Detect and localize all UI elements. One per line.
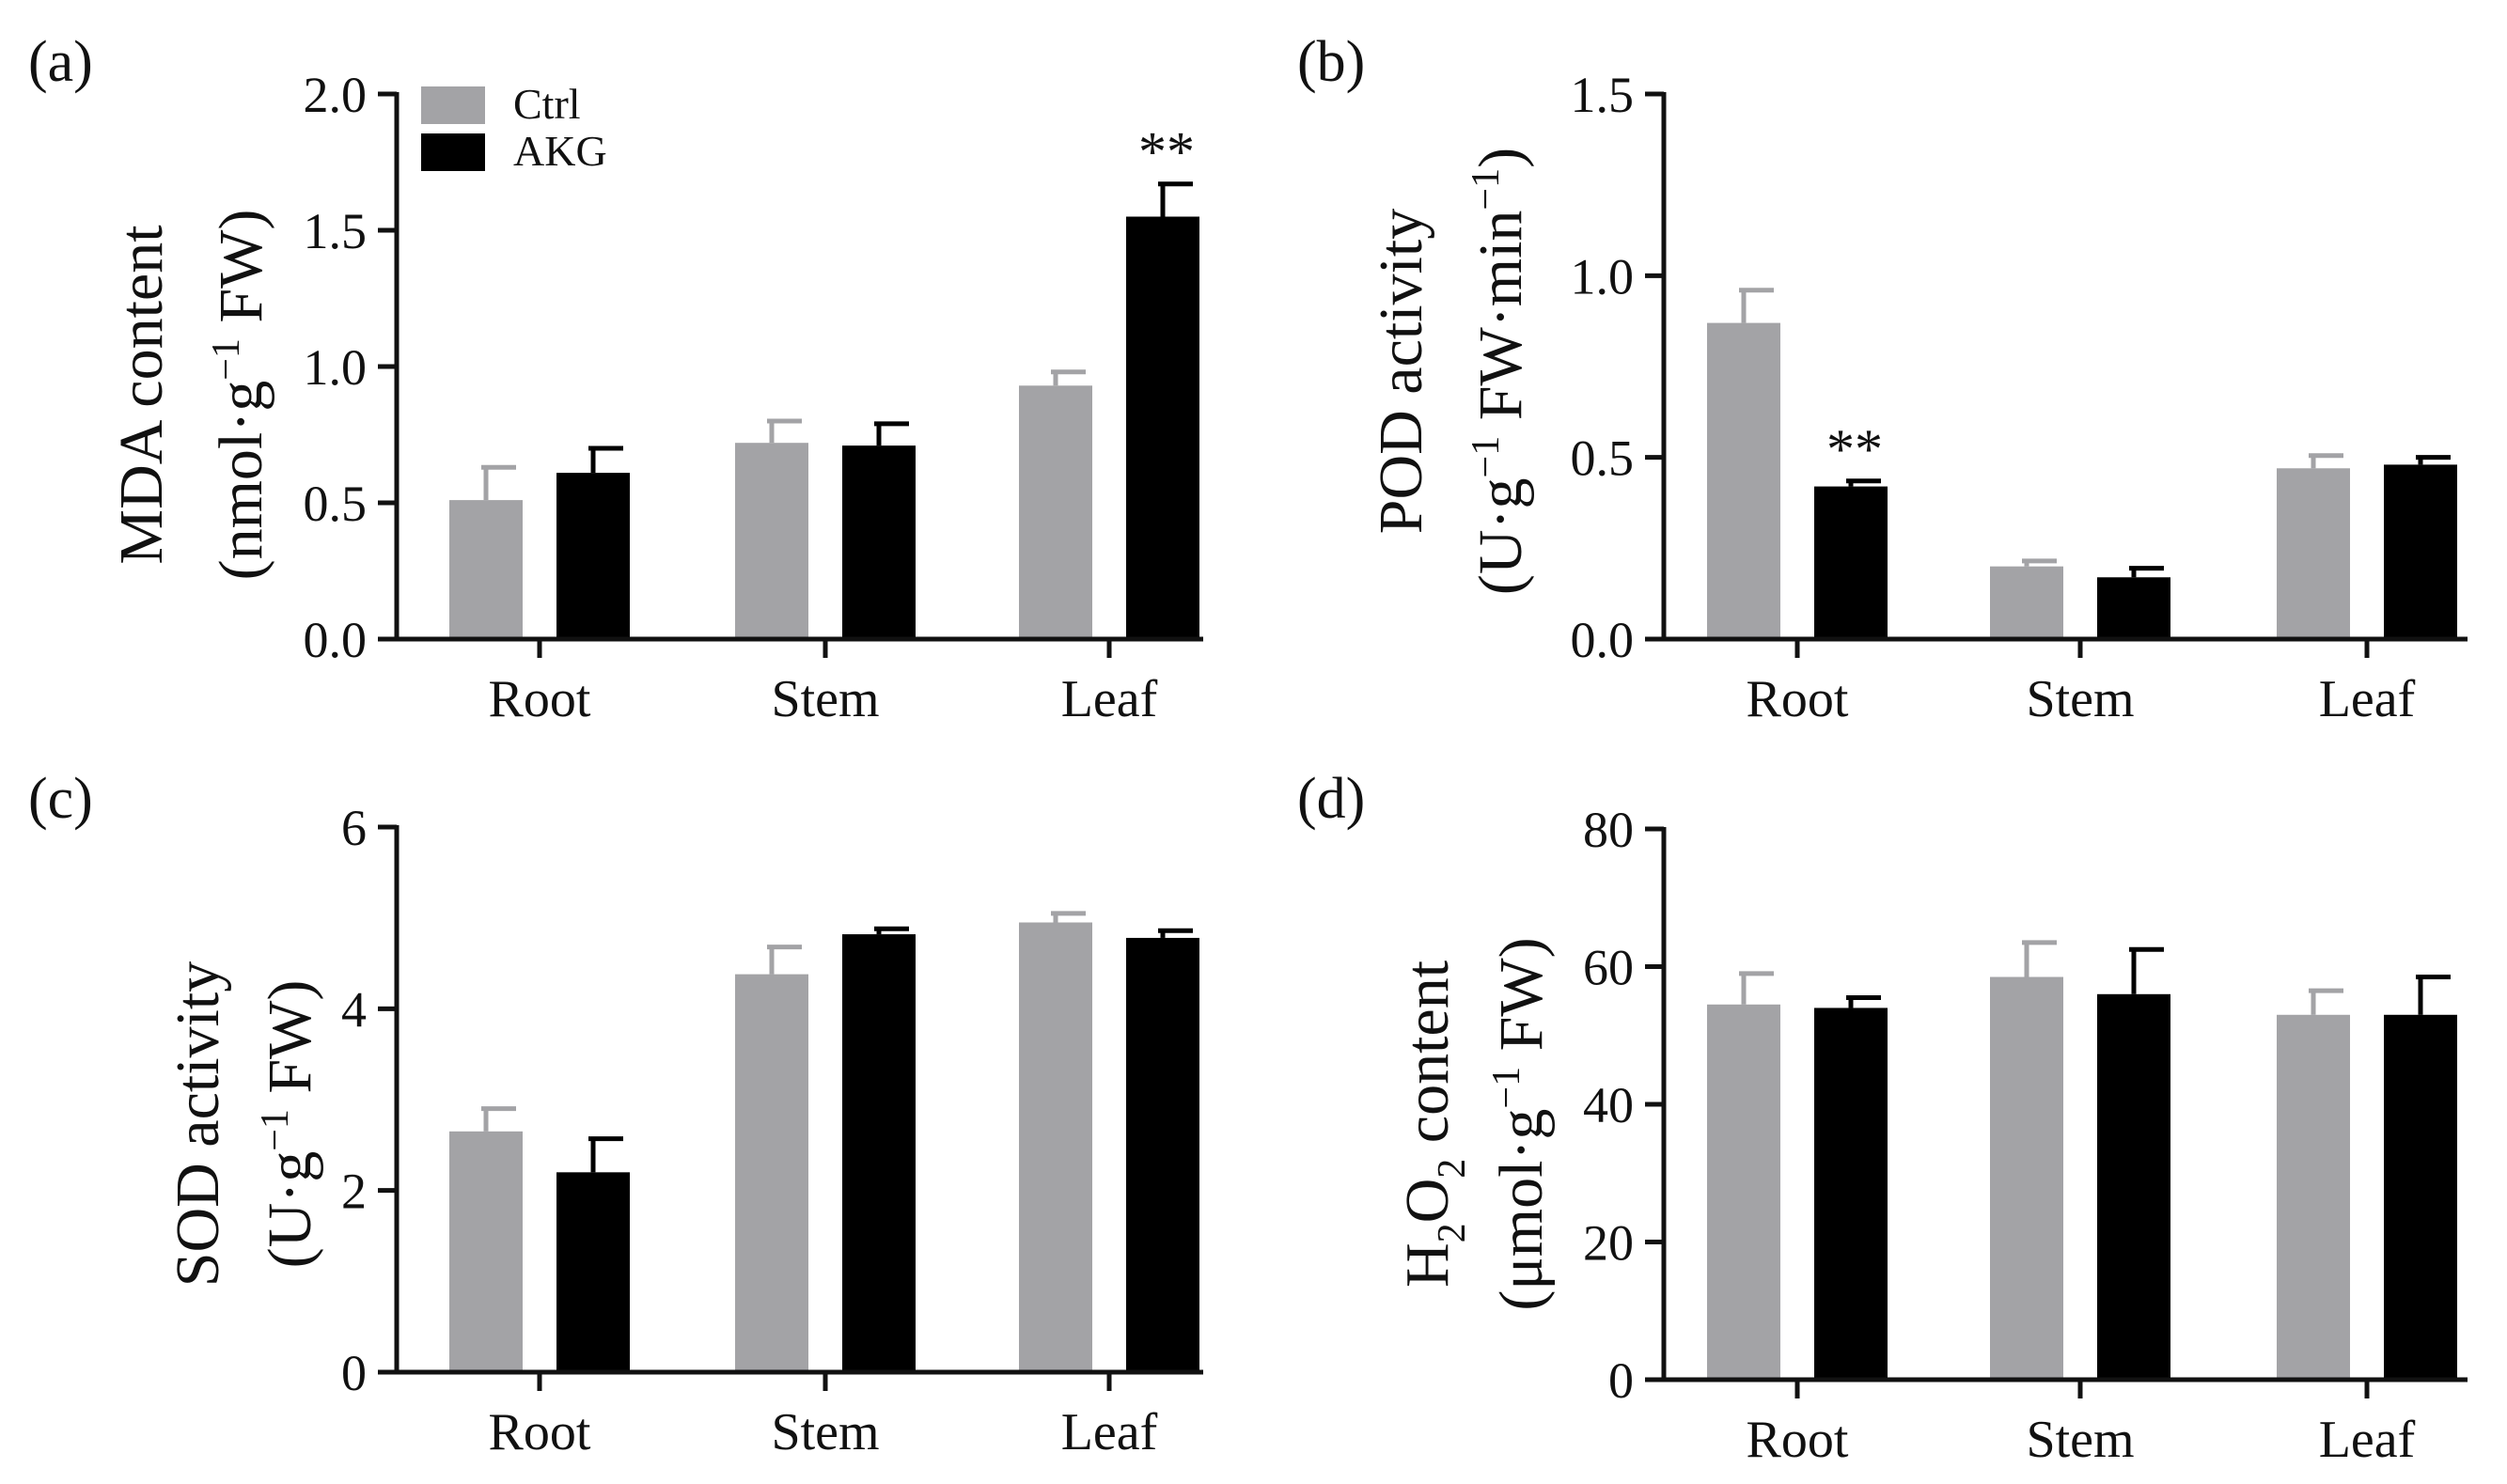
bars xyxy=(449,911,1199,1372)
y-tick-label: 60 xyxy=(1583,940,1634,996)
legend-label-ctrl: Ctrl xyxy=(513,80,581,128)
category-label: Root xyxy=(489,670,591,728)
bars xyxy=(1707,940,2457,1380)
category-labels: Root Stem Leaf xyxy=(1747,1380,2416,1469)
bar xyxy=(735,443,808,639)
y-tick-label: 0 xyxy=(1608,1352,1634,1409)
category-label: Root xyxy=(1747,670,1849,728)
significance-label: ** xyxy=(1826,418,1883,480)
bar xyxy=(1707,322,1780,639)
bar xyxy=(449,1131,523,1372)
significance-marks: ** xyxy=(1826,418,1883,480)
legend-swatch-akg xyxy=(421,133,485,171)
y-tick-label: 2.0 xyxy=(304,67,368,123)
panel-d: (d) H2O2 content (μmol·g−1 FW) 0 20 40 60 80… xyxy=(1297,767,2468,1469)
category-label: Root xyxy=(489,1403,591,1461)
bar xyxy=(2097,993,2170,1380)
bar xyxy=(2097,577,2170,639)
y-axis-title-line2: (μmol·g−1 FW) xyxy=(1485,937,1556,1310)
bar xyxy=(2277,468,2350,639)
y-axis-title-line1: SOD activity xyxy=(164,961,232,1287)
category-label: Leaf xyxy=(2319,670,2416,728)
panel-a: (a) MDA content (nmol·g−1 FW) 0.0 0.5 1.0 1… xyxy=(28,30,1203,728)
panel-c: (c) SOD activity (U·g−1 FW) 0 2 4 6 Root Ste… xyxy=(28,767,1203,1461)
bar xyxy=(556,473,630,639)
bar xyxy=(842,934,916,1372)
y-tick-label: 6 xyxy=(341,800,367,856)
bar xyxy=(1126,937,1199,1372)
y-axis-title-line2: (nmol·g−1 FW) xyxy=(205,210,275,581)
y-ticks: 0 20 40 60 80 xyxy=(1583,802,1664,1409)
panel-label: (d) xyxy=(1297,767,1365,831)
panel-label: (a) xyxy=(28,30,93,94)
category-label: Leaf xyxy=(2319,1411,2416,1469)
y-tick-label: 0 xyxy=(341,1345,367,1401)
bar xyxy=(2384,464,2457,639)
panel-label: (b) xyxy=(1297,30,1365,94)
category-label: Stem xyxy=(2026,670,2134,728)
significance-marks: ** xyxy=(1138,121,1195,183)
y-axis-title-line1: H2O2 content xyxy=(1393,961,1474,1288)
y-tick-label: 40 xyxy=(1583,1077,1634,1133)
category-label: Stem xyxy=(771,670,879,728)
y-axis-title-line1: MDA content xyxy=(107,225,176,564)
panel-label: (c) xyxy=(28,767,93,831)
bar xyxy=(735,974,808,1372)
y-tick-label: 0.5 xyxy=(304,476,368,532)
significance-label: ** xyxy=(1138,121,1195,183)
y-tick-label: 0.0 xyxy=(1571,612,1635,668)
y-axis-title-line2: (U·g−1 FW·min−1) xyxy=(1465,148,1535,595)
category-label: Leaf xyxy=(1061,1403,1158,1461)
category-label: Root xyxy=(1747,1411,1849,1469)
y-tick-label: 1.0 xyxy=(304,339,368,396)
axes xyxy=(394,825,1203,1375)
category-labels: Root Stem Leaf xyxy=(1747,639,2416,728)
y-tick-label: 1.5 xyxy=(304,203,368,259)
y-tick-label: 0.5 xyxy=(1571,430,1635,487)
legend-swatch-ctrl xyxy=(421,86,485,124)
bars xyxy=(1707,288,2457,639)
bar xyxy=(2384,1014,2457,1380)
y-tick-label: 4 xyxy=(341,981,367,1038)
y-tick-label: 0.0 xyxy=(304,612,368,668)
bar xyxy=(1990,566,2063,639)
category-labels: Root Stem Leaf xyxy=(489,639,1158,728)
y-axis-title-line1: POD activity xyxy=(1367,209,1435,534)
y-tick-label: 80 xyxy=(1583,802,1634,858)
bar xyxy=(2277,1014,2350,1380)
legend-label-akg: AKG xyxy=(513,127,607,175)
bar xyxy=(1814,1008,1888,1380)
bar xyxy=(842,445,916,639)
category-labels: Root Stem Leaf xyxy=(489,1372,1158,1461)
legend: Ctrl AKG xyxy=(421,80,607,175)
bar xyxy=(1019,385,1092,639)
bar xyxy=(1814,486,1888,639)
panel-b: (b) POD activity (U·g−1 FW·min−1) 0.0 0.5… xyxy=(1297,30,2468,728)
y-tick-label: 20 xyxy=(1583,1215,1634,1272)
y-tick-label: 2 xyxy=(341,1164,367,1220)
bars xyxy=(449,181,1199,639)
axes xyxy=(394,92,1203,642)
category-label: Stem xyxy=(771,1403,879,1461)
bar xyxy=(1019,922,1092,1372)
bar xyxy=(1126,216,1199,639)
y-ticks: 0.0 0.5 1.0 1.5 xyxy=(1571,67,1664,668)
bar xyxy=(1707,1004,1780,1380)
y-ticks: 0 2 4 6 xyxy=(341,800,397,1401)
y-ticks: 0.0 0.5 1.0 1.5 2.0 xyxy=(304,67,397,668)
y-tick-label: 1.0 xyxy=(1571,248,1635,305)
y-axis-title-line2: (U·g−1 FW) xyxy=(254,980,324,1269)
y-tick-label: 1.5 xyxy=(1571,67,1635,123)
bar xyxy=(1990,976,2063,1380)
category-label: Stem xyxy=(2026,1411,2134,1469)
bar xyxy=(556,1172,630,1372)
bar xyxy=(449,500,523,639)
category-label: Leaf xyxy=(1061,670,1158,728)
